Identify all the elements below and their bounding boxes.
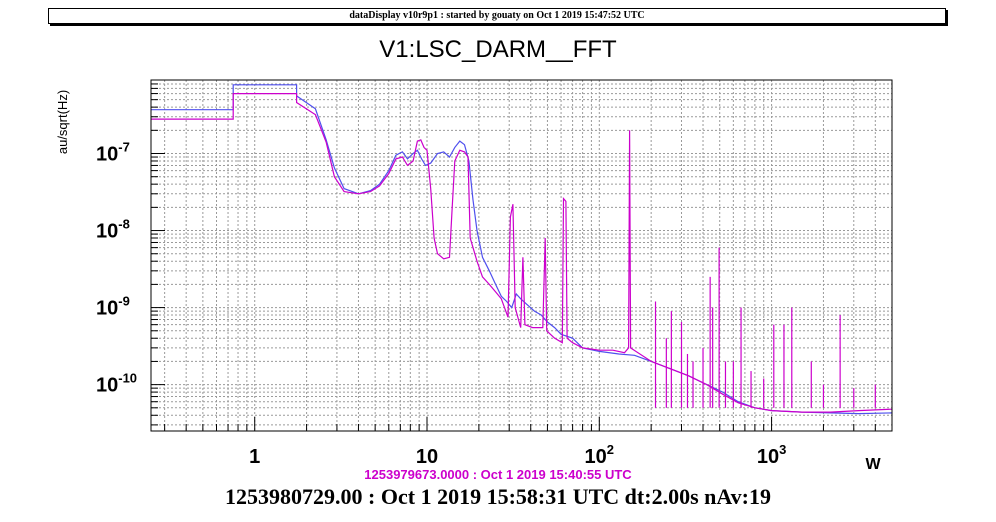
series-layer (151, 84, 892, 415)
grid-lines (151, 79, 893, 431)
y-tick-label: 10-7 (96, 140, 130, 166)
y-tick-label: 10-10 (96, 371, 137, 397)
series-1 (151, 84, 892, 415)
title-banner: dataDisplay v10r9p1 : started by gouaty … (48, 8, 946, 24)
y-tick-label: 10-8 (96, 217, 130, 243)
y-tick-label: 10-9 (96, 294, 130, 320)
x-tick-label: 1 (249, 446, 260, 468)
reference-time: 1253979673.0000 : Oct 1 2019 15:40:55 UT… (364, 467, 632, 482)
x-tick-label: 102 (585, 442, 614, 468)
chart-title: V1:LSC_DARM__FFT (379, 36, 617, 63)
x-axis-unit-glyph: W (865, 456, 881, 473)
y-axis-label: au/sqrt(Hz) (55, 90, 70, 154)
plot-frame (150, 79, 893, 432)
axis-ticks (151, 79, 893, 431)
x-tick-label: 10 (416, 446, 438, 468)
series-line (151, 84, 892, 415)
footer-timestamp: 1253980729.00 : Oct 1 2019 15:58:31 UTC … (225, 484, 771, 509)
tick-labels: 1 10 102 103 10-10 10-9 10-8 10-7 (96, 140, 786, 468)
series-line (151, 92, 892, 413)
series-2 (151, 92, 892, 413)
x-tick-label: 103 (757, 442, 786, 468)
